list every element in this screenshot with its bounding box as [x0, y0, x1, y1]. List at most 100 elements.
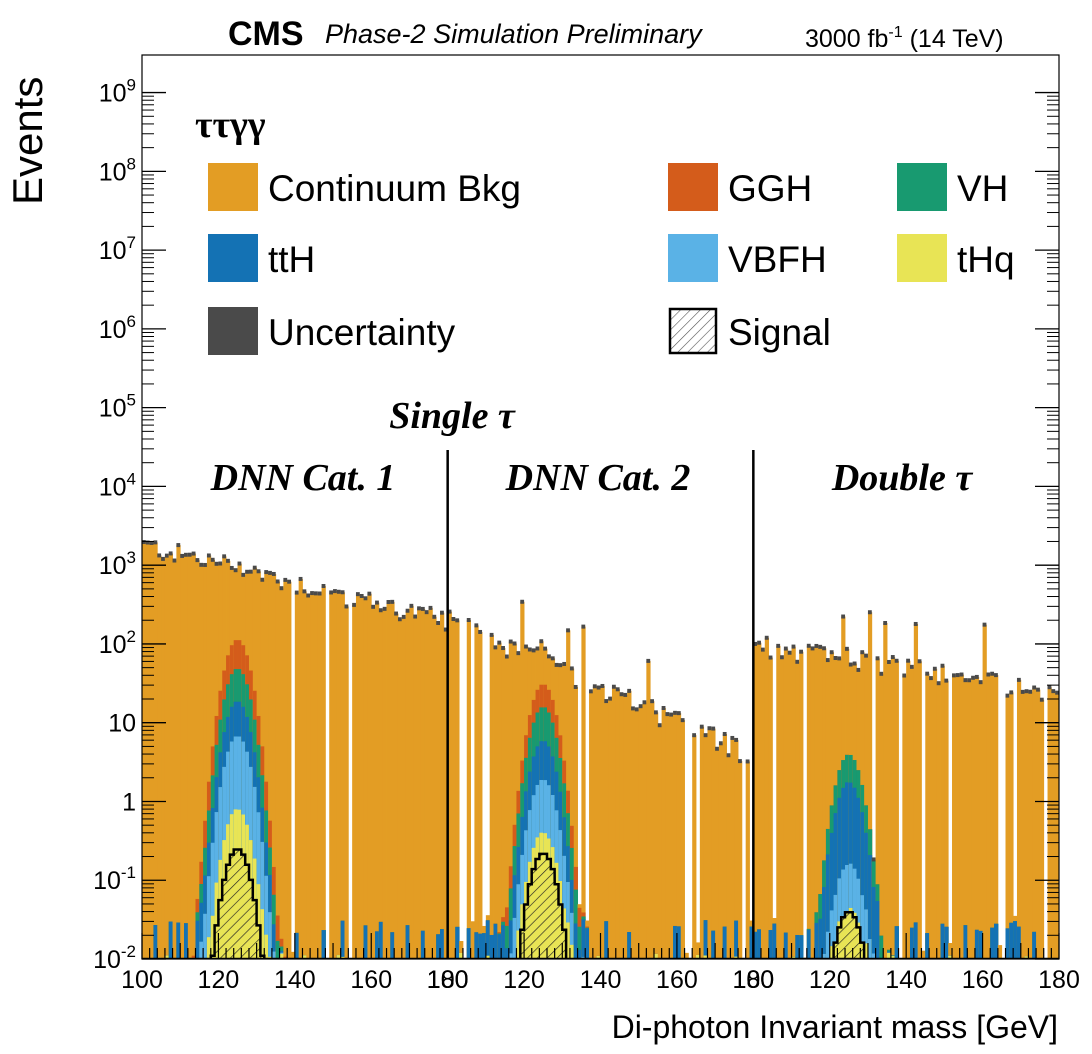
uncertainty-mark [978, 680, 983, 685]
thq-bar [596, 955, 601, 959]
ggh-bar [275, 915, 280, 959]
uncertainty-mark [214, 561, 219, 566]
uncertainty-mark [218, 561, 223, 566]
bkg-bar [352, 604, 357, 959]
uncertainty-mark [554, 662, 559, 667]
uncertainty-mark [333, 589, 337, 594]
bkg-bar [596, 687, 601, 959]
tth-bar [489, 935, 494, 959]
uncertainty-mark [1005, 693, 1010, 698]
y-tick-label: 10 [108, 710, 136, 738]
bkg-bar [142, 542, 147, 959]
legend-swatch [668, 163, 718, 211]
tth-bar [734, 920, 739, 959]
bkg-bar [906, 660, 911, 959]
uncertainty-mark [971, 675, 975, 680]
legend-title: ττγγ [195, 104, 266, 146]
uncertainty-mark [252, 565, 257, 570]
bkg-bar [1055, 692, 1059, 959]
tth-bar [944, 926, 949, 959]
bkg-bar [168, 553, 173, 959]
uncertainty-mark [745, 759, 750, 764]
bkg-bar [344, 606, 349, 959]
uncertainty-mark [822, 646, 826, 651]
uncertainty-mark [829, 650, 834, 655]
x-tick-label: 180 [427, 966, 469, 994]
vh-bar [504, 925, 510, 959]
uncertainty-mark [355, 592, 360, 597]
uncertainty-mark [944, 678, 949, 683]
uncertainty-mark [722, 731, 727, 736]
tth-bar [474, 932, 479, 959]
tth-bar [195, 920, 200, 959]
uncertainty-mark [508, 639, 513, 644]
bkg-bar [925, 673, 930, 959]
uncertainty-mark [474, 623, 479, 628]
uncertainty-mark [527, 647, 532, 652]
tth-bar [799, 935, 804, 959]
legend-entry-continuum-bkg: Continuum Bkg [208, 163, 521, 211]
tth-bar [871, 887, 876, 959]
bkg-bar [478, 631, 483, 959]
thq-bar [864, 943, 869, 959]
uncertainty-mark [776, 643, 781, 648]
bkg-bar [436, 622, 441, 959]
x-tick-label: 180 [732, 966, 774, 994]
uncertainty-mark [321, 583, 326, 588]
bkg-bar [990, 673, 995, 959]
vbfh-bar [206, 876, 212, 959]
bkg-bar [401, 616, 407, 959]
uncertainty-mark [440, 610, 444, 615]
thq-bar [485, 955, 491, 959]
bkg-bar [982, 624, 987, 959]
uncertainty-mark [268, 570, 272, 575]
uncertainty-mark [206, 553, 211, 558]
uncertainty-mark [191, 551, 196, 556]
uncertainty-mark [447, 609, 452, 614]
thq-bar [887, 952, 892, 959]
tth-bar [913, 922, 919, 959]
thq-bar [164, 955, 170, 959]
bkg-bar [738, 761, 743, 959]
ggh-bar [191, 955, 196, 959]
uncertainty-mark [562, 661, 567, 666]
vbfh-bar [566, 881, 571, 959]
vbfh-bar [864, 909, 869, 959]
uncertainty-mark [275, 579, 280, 584]
bkg-bar [994, 675, 999, 959]
uncertainty-mark [715, 746, 719, 751]
uncertainty-mark [810, 646, 815, 651]
bkg-bar [501, 648, 506, 959]
uncertainty-mark [955, 673, 960, 678]
thq-bar [336, 955, 342, 959]
thq-bar [948, 955, 953, 959]
bkg-bar [363, 598, 368, 959]
uncertainty-mark [390, 599, 395, 604]
uncertainty-mark [489, 632, 494, 637]
bkg-bar [291, 951, 296, 959]
vbfh-bar [508, 953, 514, 959]
tth-bar [436, 934, 441, 959]
bkg-bar [642, 702, 647, 959]
vbfh-bar [833, 894, 838, 959]
tth-bar [321, 930, 326, 959]
bkg-bar [508, 641, 514, 959]
uncertainty-mark [692, 733, 697, 738]
uncertainty-mark [168, 551, 173, 556]
panel-1 [142, 540, 449, 959]
bkg-bar [298, 578, 303, 959]
uncertainty-mark [952, 673, 956, 678]
bkg-bar [634, 709, 640, 959]
uncertainty-mark [757, 640, 761, 645]
legend-entry-vbfh: VBFH [668, 234, 827, 282]
bkg-bar [611, 686, 617, 959]
bkg-bar [306, 595, 311, 959]
y-tick-label: 10-1 [93, 863, 136, 895]
y-tick-label: 108 [99, 154, 136, 186]
legend-label: GGH [728, 168, 812, 209]
legend-label: Uncertainty [268, 312, 456, 353]
bkg-bar [164, 555, 170, 959]
bkg-bar [653, 712, 659, 959]
uncertainty-mark [145, 540, 150, 545]
uncertainty-mark [531, 648, 536, 653]
